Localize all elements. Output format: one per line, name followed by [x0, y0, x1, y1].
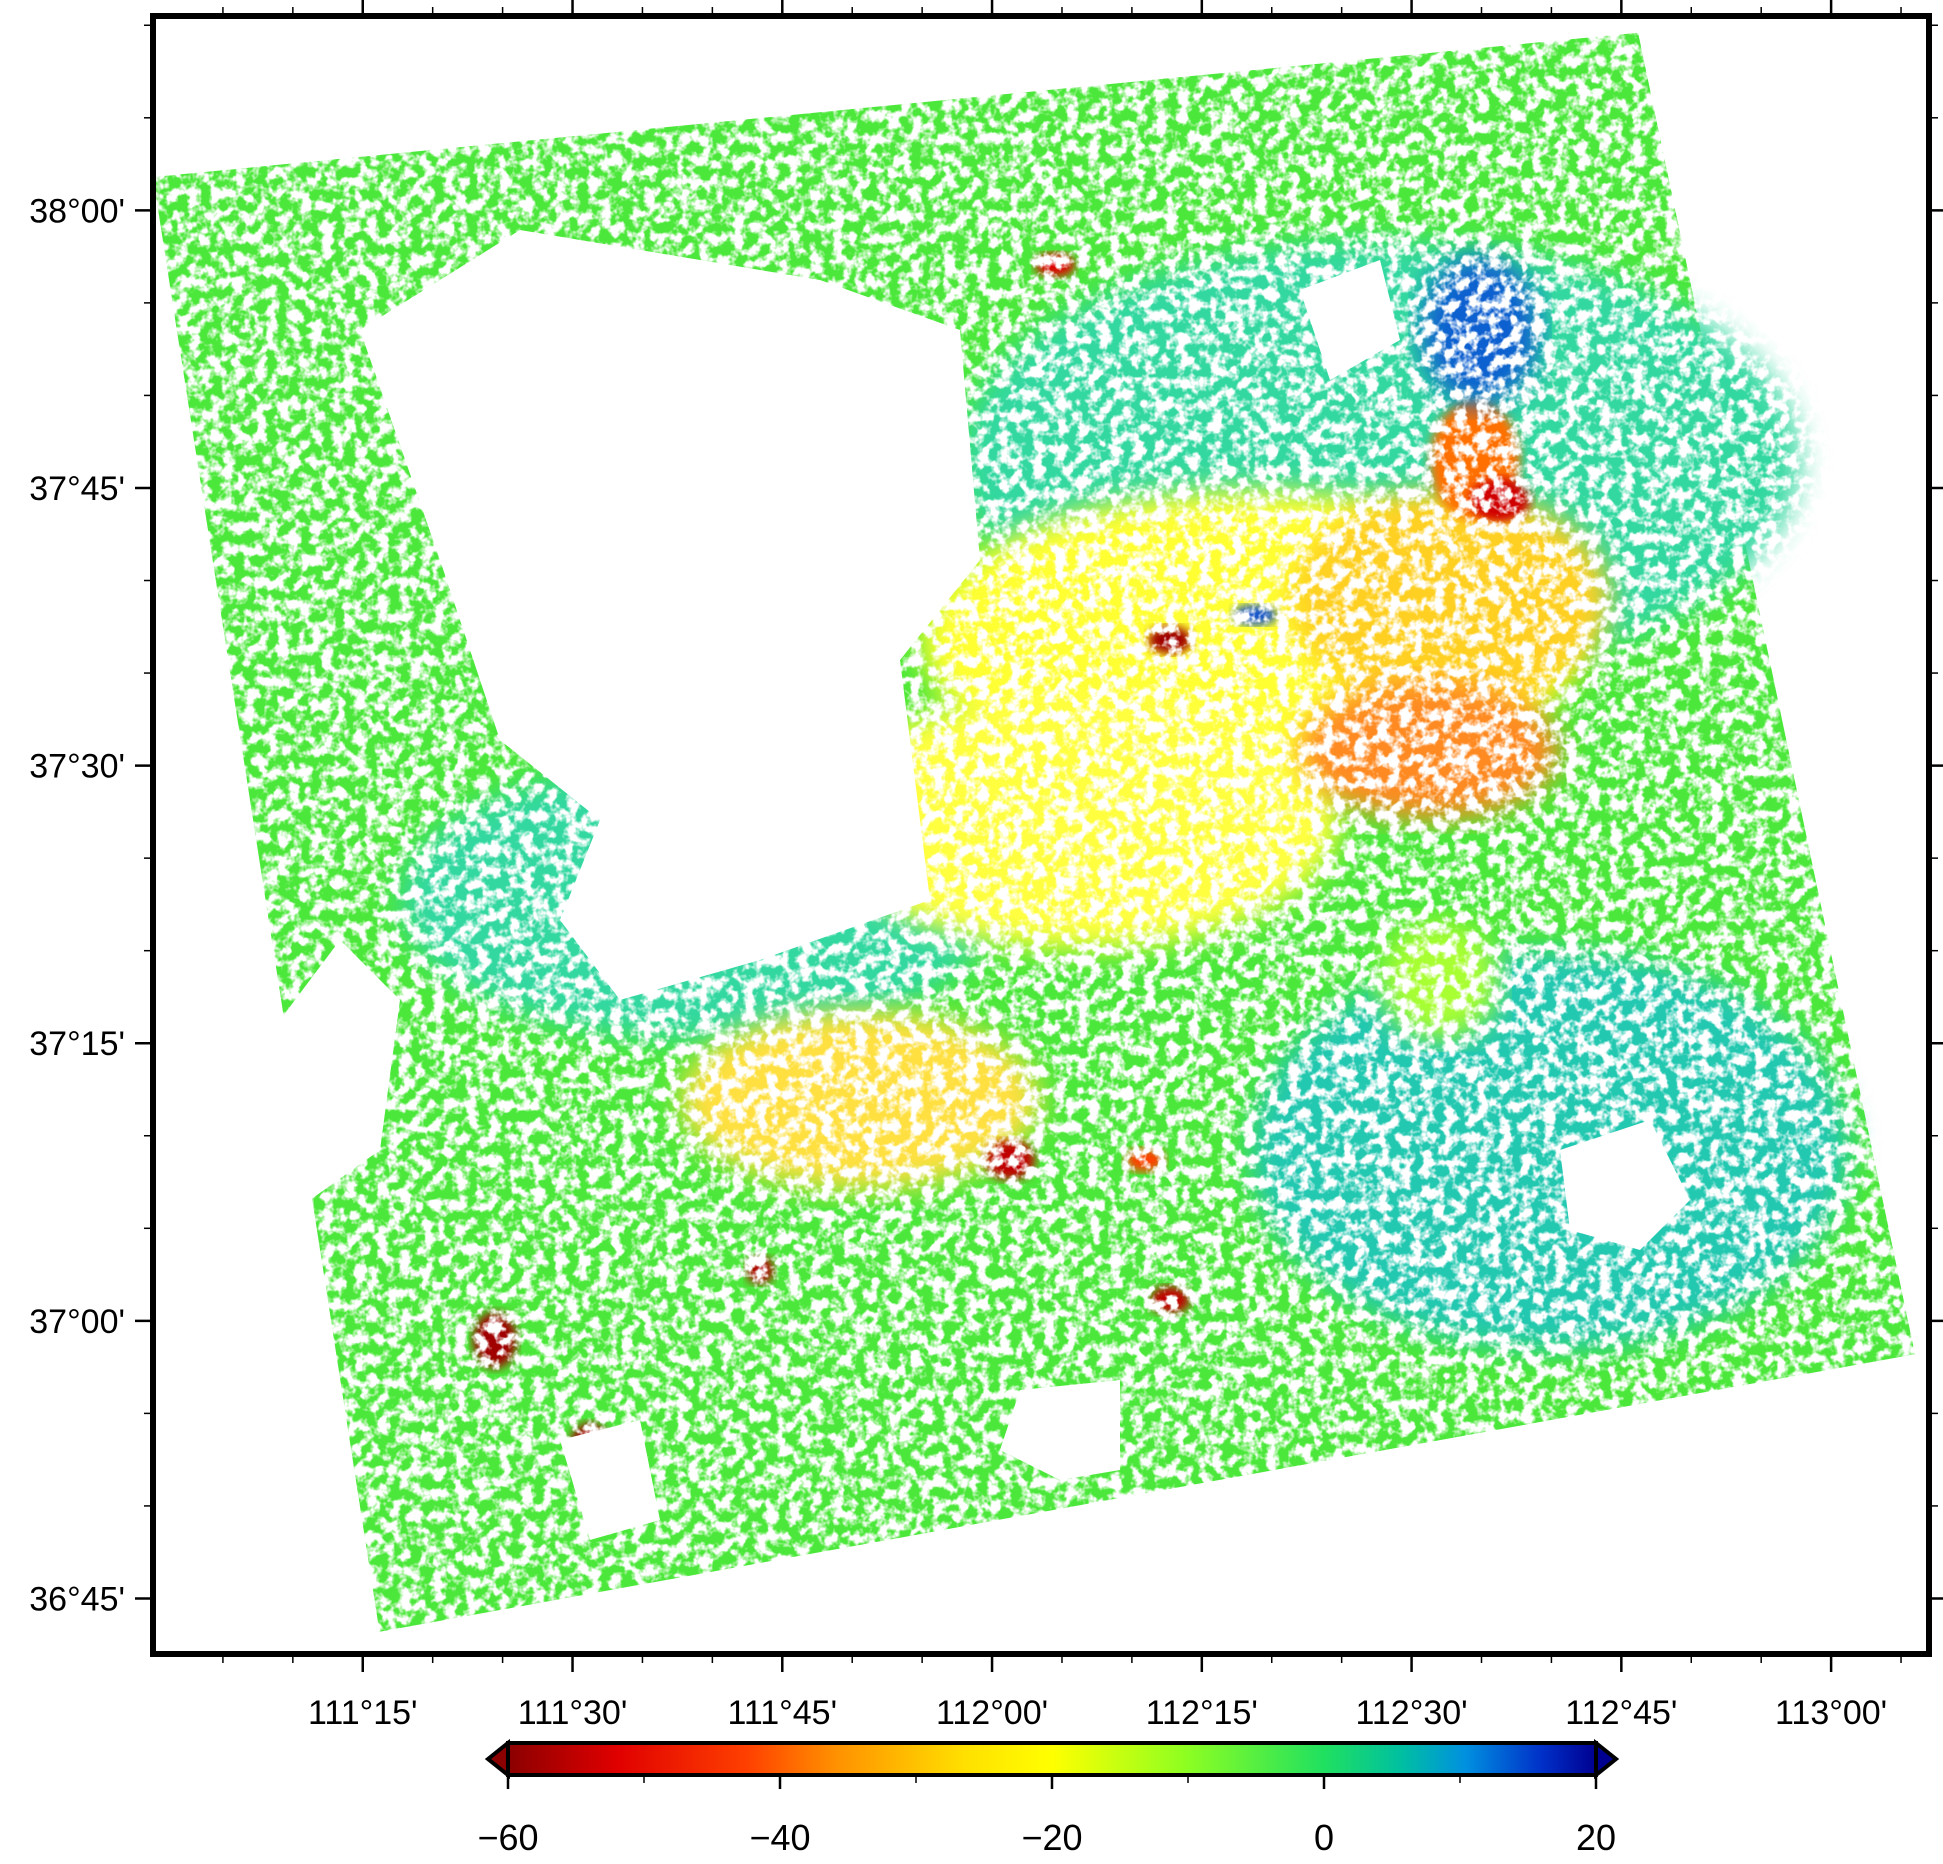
anomaly-patch: [1233, 605, 1277, 625]
map-area: [153, 32, 1915, 1632]
no-data-region: [1000, 1380, 1120, 1480]
latitude-tick-label: 37°30': [29, 748, 125, 786]
anomaly-patch: [985, 1140, 1035, 1180]
latitude-tick-label: 37°45': [29, 470, 125, 508]
anomaly-patch: [680, 1010, 1040, 1190]
colorbar-high-arrow: [1594, 1738, 1620, 1780]
longitude-tick-label: 111°45': [727, 1694, 837, 1732]
longitude-tick-label: 111°30': [518, 1694, 628, 1732]
anomaly-patch: [746, 1256, 774, 1284]
longitude-tick-label: 112°30': [1356, 1694, 1468, 1732]
map-frame: [150, 13, 1932, 1657]
no-data-region: [280, 940, 400, 1200]
anomaly-patch: [1035, 253, 1075, 277]
longitude-tick-label: 112°15': [1146, 1694, 1258, 1732]
latitude-tick-label: 38°00': [29, 192, 125, 230]
colorbar: −60 −40 −20 0 20: [477, 1738, 1620, 1858]
colorbar-tick-label: 0: [1314, 1817, 1334, 1858]
longitude-tick-label: 111°15': [308, 1694, 418, 1732]
no-data-region: [1300, 260, 1400, 380]
anomaly-patch: [1148, 626, 1192, 654]
colorbar-tick-label: −60: [477, 1817, 538, 1858]
anomaly-patch: [1150, 1286, 1190, 1314]
colorbar-tick-label: −20: [1021, 1817, 1082, 1858]
colorbar-low-arrow: [484, 1738, 510, 1780]
no-data-areas: [280, 230, 1690, 1540]
anomaly-patch: [1300, 680, 1560, 820]
longitude-tick-label: 112°45': [1565, 1694, 1677, 1732]
no-data-region: [360, 230, 980, 1000]
latitude-axis: 36°45' 37°00' 37°15' 37°30' 37°45' 38°00': [29, 24, 1943, 1618]
colorbar-tick-label: 20: [1576, 1817, 1616, 1858]
deformation-anomalies: [400, 240, 1850, 1467]
anomaly-patch: [473, 1312, 517, 1368]
colorbar-ticks: −60 −40 −20 0 20: [477, 1743, 1616, 1858]
longitude-axis: 111°15' 111°30' 111°45' 112°00' 112°15' 112°3…: [222, 0, 1902, 1732]
longitude-tick-label: 113°00': [1775, 1694, 1887, 1732]
colorbar-gradient: [506, 1741, 1598, 1777]
anomaly-patch: [1380, 920, 1500, 1040]
anomaly-patch: [1420, 255, 1540, 405]
no-data-region: [1560, 1120, 1690, 1250]
latitude-tick-label: 37°15': [29, 1025, 125, 1063]
anomaly-patch: [1470, 478, 1530, 522]
no-data-region: [560, 1420, 660, 1540]
anomaly-patch: [1125, 1148, 1165, 1172]
latitude-tick-label: 36°45': [29, 1580, 125, 1618]
anomaly-patch: [1250, 950, 1850, 1350]
anomaly-patch: [1290, 490, 1610, 710]
anomaly-patch: [820, 690, 1340, 950]
colorbar-tick-label: −40: [749, 1817, 810, 1858]
latitude-tick-label: 37°00': [29, 1303, 125, 1341]
longitude-tick-label: 112°00': [936, 1694, 1048, 1732]
